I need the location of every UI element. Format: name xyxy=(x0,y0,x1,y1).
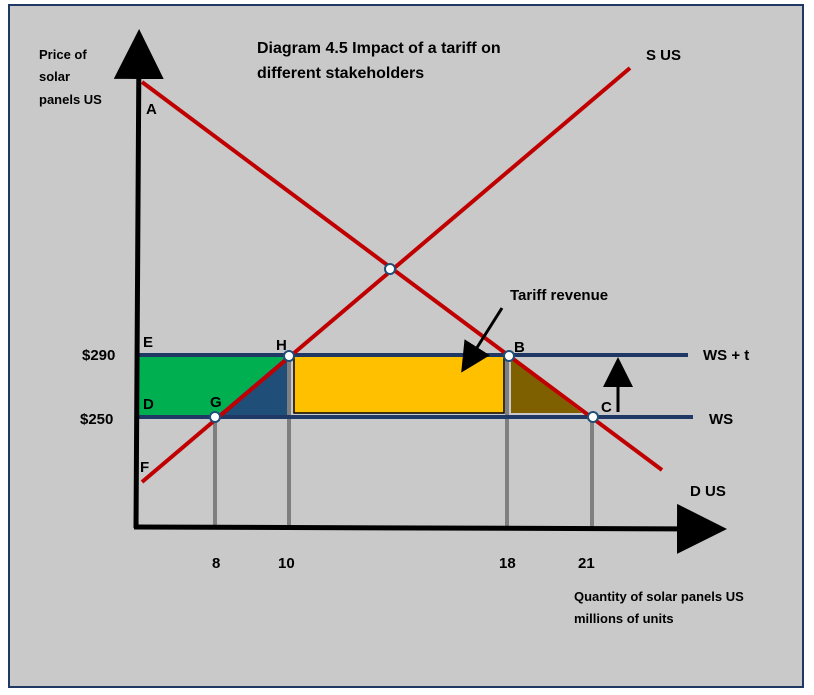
tariff-revenue-arrow xyxy=(461,307,504,373)
y-axis xyxy=(113,29,164,529)
point-g-label: G xyxy=(210,394,222,411)
price-label-250: $250 xyxy=(80,411,113,428)
quantity-tick-8: 8 xyxy=(212,555,220,572)
y-axis-title-line2: solar xyxy=(39,69,70,84)
equilibrium-marker xyxy=(384,263,396,275)
point-d-label: D xyxy=(143,396,154,413)
point-a-label: A xyxy=(146,101,157,118)
supply-curve-label: S US xyxy=(646,47,681,64)
diagram-title-line1: Diagram 4.5 Impact of a tariff on xyxy=(257,40,501,57)
price-label-290: $290 xyxy=(82,347,115,364)
tariff-revenue-rect xyxy=(293,354,505,414)
y-axis-title-line1: Price of xyxy=(39,47,87,62)
point-e-label: E xyxy=(143,334,153,351)
point-b-label: B xyxy=(514,339,525,356)
tariff-diagram: Diagram 4.5 Impact of a tariff on differ… xyxy=(39,29,749,626)
point-f-label: F xyxy=(140,459,149,476)
quantity-tick-21: 21 xyxy=(578,555,595,572)
demand-curve xyxy=(140,80,664,472)
world-price-tariff-label: WS + t xyxy=(703,347,749,364)
point-c-marker xyxy=(587,411,599,423)
x-axis-title-line1: Quantity of solar panels US xyxy=(574,589,744,604)
diagram-title-line2: different stakeholders xyxy=(257,65,424,82)
point-h-label: H xyxy=(276,337,287,354)
x-axis xyxy=(133,503,727,554)
point-h-marker xyxy=(283,350,295,362)
point-g-marker xyxy=(209,411,221,423)
y-axis-title-line3: panels US xyxy=(39,92,102,107)
supply-curve xyxy=(140,66,632,484)
quantity-tick-10: 10 xyxy=(278,555,295,572)
consumer-loss-area xyxy=(138,355,288,417)
point-b-marker xyxy=(503,350,515,362)
quantity-tick-18: 18 xyxy=(499,555,516,572)
point-c-label: C xyxy=(601,399,612,416)
x-axis-title-line2: millions of units xyxy=(574,611,674,626)
producer-deadweight-triangle xyxy=(215,355,288,417)
diagram-frame: Diagram 4.5 Impact of a tariff on differ… xyxy=(8,4,804,688)
tariff-revenue-label: Tariff revenue xyxy=(510,287,608,304)
world-price-label: WS xyxy=(709,411,733,428)
demand-curve-label: D US xyxy=(690,483,726,500)
